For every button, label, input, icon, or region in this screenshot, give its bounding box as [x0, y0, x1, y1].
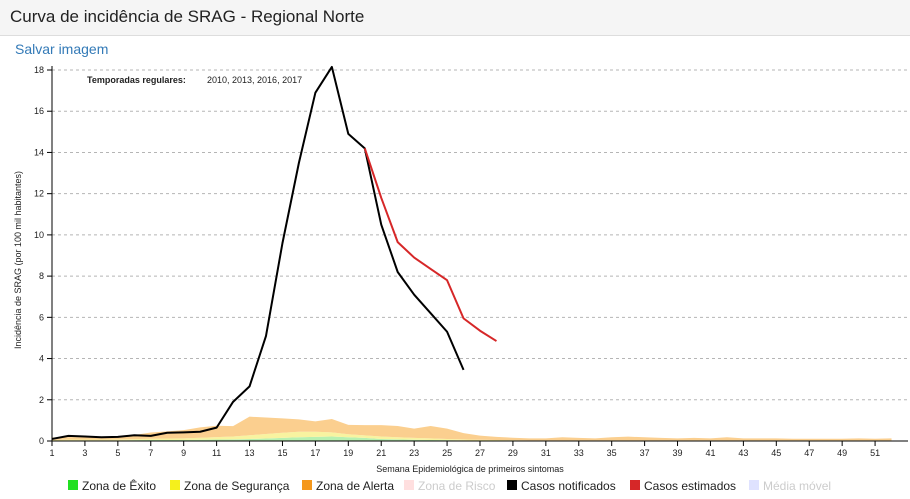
zone-areas — [52, 416, 892, 441]
x-tick-label: 29 — [508, 448, 518, 458]
annotation-value: 2010, 2013, 2016, 2017 — [207, 75, 302, 85]
legend-label: Zona de Segurança — [184, 479, 290, 493]
x-tick-label: 35 — [607, 448, 617, 458]
legend-label: Zona de Alerta — [316, 479, 395, 493]
legend-swatch — [749, 480, 759, 490]
x-tick-label: 37 — [640, 448, 650, 458]
x-tick-label: 17 — [310, 448, 320, 458]
y-tick-label: 8 — [39, 271, 44, 281]
legend-label: Média móvel — [763, 479, 832, 493]
chart-legend: Zona de Êxito Zona de Segurança Zona de Al… — [0, 478, 910, 496]
x-tick-label: 23 — [409, 448, 419, 458]
x-tick-label: 49 — [837, 448, 847, 458]
x-tick-label: 7 — [148, 448, 153, 458]
legend-swatch — [630, 480, 640, 490]
y-tick-label: 2 — [39, 395, 44, 405]
legend-swatch — [68, 480, 78, 490]
legend-label: Zona de Êxito — [82, 479, 157, 493]
x-tick-label: 5 — [115, 448, 120, 458]
x-tick-label: 33 — [574, 448, 584, 458]
y-tick-label: 0 — [39, 436, 44, 446]
x-tick-label: 27 — [475, 448, 485, 458]
annotation-label: Temporadas regulares: — [87, 75, 186, 85]
x-tick-label: 25 — [442, 448, 452, 458]
y-tick-label: 4 — [39, 354, 44, 364]
grid-lines — [52, 69, 908, 401]
legend-swatch — [170, 480, 180, 490]
x-tick-label: 21 — [376, 448, 386, 458]
x-tick-label: 13 — [245, 448, 255, 458]
legend-label: Zona de Risco — [418, 479, 496, 493]
page-header: Curva de incidência de SRAG - Regional N… — [0, 0, 910, 36]
legend-label: Casos notificados — [521, 479, 616, 493]
legend-swatch — [507, 480, 517, 490]
x-tick-label: 39 — [673, 448, 683, 458]
casos-estimados-line — [363, 148, 497, 342]
x-tick-label: 51 — [870, 448, 880, 458]
x-tick-label: 11 — [212, 448, 221, 458]
x-tick-label: 3 — [82, 448, 87, 458]
x-tick-label: 31 — [541, 448, 551, 458]
legend-swatch — [404, 480, 414, 490]
page-title: Curva de incidência de SRAG - Regional N… — [10, 7, 365, 26]
x-tick-label: 43 — [738, 448, 748, 458]
zone-seguranca-area — [52, 431, 892, 441]
legend-swatch — [302, 480, 312, 490]
zone-alerta-area — [52, 416, 892, 441]
casos-notificados-line — [51, 65, 465, 440]
y-axis-title: Incidência de SRAG (por 100 mil habitant… — [13, 171, 23, 349]
x-tick-label: 9 — [181, 448, 186, 458]
x-axis-title: Semana Epidemiológica de primeiros sinto… — [376, 464, 564, 474]
series-lines — [51, 65, 497, 440]
y-tick-label: 18 — [34, 65, 44, 75]
legend-label: Casos estimados — [644, 479, 737, 493]
y-tick-label: 12 — [34, 189, 44, 199]
y-tick-label: 14 — [34, 147, 44, 157]
zone-exito-area — [52, 436, 892, 441]
x-tick-label: 15 — [277, 448, 287, 458]
x-tick-label: 45 — [771, 448, 781, 458]
x-tick-label: 41 — [705, 448, 715, 458]
y-tick-label: 16 — [34, 106, 44, 116]
x-tick-label: 47 — [804, 448, 814, 458]
save-image-link[interactable]: Salvar imagem — [15, 41, 109, 57]
y-tick-label: 10 — [34, 230, 44, 240]
y-tick-label: 6 — [39, 312, 44, 322]
x-tick-label: 19 — [343, 448, 353, 458]
x-tick-label: 1 — [49, 448, 54, 458]
